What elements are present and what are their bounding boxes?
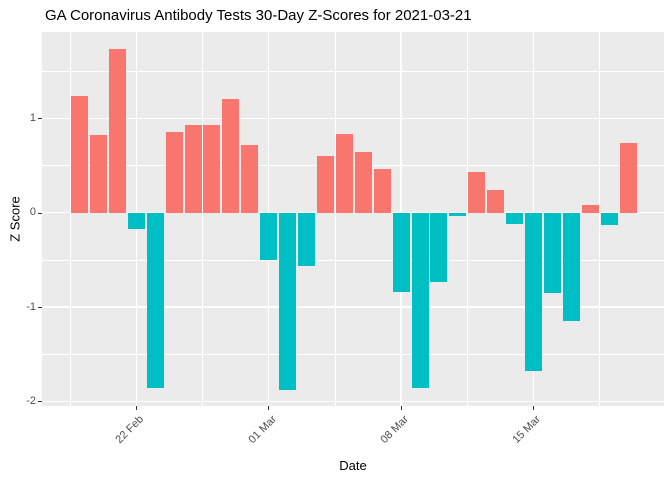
- bar-2021-03-19: [600, 212, 618, 225]
- bar-2021-02-27: [222, 98, 240, 213]
- bar-2021-02-22: [127, 212, 145, 229]
- x-tick-mark: [135, 406, 137, 410]
- x-tick-label: 15 Mar: [510, 413, 544, 446]
- bar-2021-03-01: [260, 212, 278, 260]
- bar-2021-02-21: [108, 48, 126, 213]
- plot-panel: [42, 32, 664, 406]
- bar-2021-02-20: [90, 135, 107, 213]
- bar-2021-03-18: [581, 205, 599, 213]
- chart-title: GA Coronavirus Antibody Tests 30-Day Z-S…: [45, 7, 472, 24]
- bar-2021-03-03: [298, 212, 316, 267]
- bar-2021-03-04: [316, 156, 334, 213]
- gridline-minor: [202, 32, 203, 406]
- y-tick-label: 1: [29, 111, 36, 124]
- bar-2021-03-12: [468, 172, 486, 213]
- bar-2021-03-10: [430, 212, 448, 283]
- bar-2021-02-24: [165, 131, 183, 213]
- x-tick-mark: [533, 406, 535, 410]
- y-axis-title: Z Score: [7, 196, 23, 242]
- y-tick-label: 0: [29, 206, 36, 219]
- bar-2021-02-25: [184, 125, 202, 213]
- bar-2021-03-16: [543, 212, 561, 293]
- y-tick-label: -2: [26, 394, 36, 407]
- y-tick-mark: [38, 118, 42, 120]
- bar-2021-03-02: [279, 212, 297, 390]
- bar-2021-03-15: [525, 212, 543, 372]
- gridline-minor: [466, 32, 468, 406]
- gridline-major: [42, 400, 664, 402]
- bar-2021-02-23: [146, 212, 164, 389]
- x-tick-mark: [400, 406, 402, 410]
- bar-2021-03-07: [373, 169, 391, 213]
- gridline-minor: [334, 32, 336, 406]
- x-tick-mark: [268, 406, 270, 410]
- bar-2021-03-17: [562, 212, 580, 322]
- y-tick-mark: [38, 307, 42, 308]
- bar-2021-03-09: [411, 212, 429, 389]
- bar-2021-03-08: [392, 212, 410, 292]
- y-tick-label: -1: [26, 300, 36, 313]
- x-tick-label: 22 Feb: [113, 413, 147, 446]
- x-axis-title: Date: [339, 458, 367, 473]
- gridline-major: [42, 117, 664, 120]
- bar-2021-03-11: [449, 212, 467, 216]
- gridline-minor: [599, 32, 601, 406]
- gridline-minor: [42, 353, 664, 355]
- bar-2021-03-14: [506, 212, 524, 224]
- x-tick-label: 01 Mar: [245, 413, 279, 446]
- bar-2021-02-26: [203, 125, 221, 213]
- gridline-major: [42, 212, 664, 214]
- bar-2021-03-06: [354, 152, 372, 213]
- y-tick-mark: [38, 212, 42, 214]
- x-tick-label: 08 Mar: [378, 413, 411, 446]
- gridline-minor: [42, 165, 664, 166]
- gridline-major: [42, 306, 664, 308]
- bar-2021-03-05: [335, 134, 353, 213]
- gridline-minor: [69, 32, 71, 406]
- gridline-minor: [42, 70, 664, 72]
- bar-2021-03-13: [487, 190, 505, 213]
- bar-2021-03-20: [619, 142, 637, 213]
- bar-2021-02-19: [71, 95, 89, 213]
- gridline-minor: [42, 259, 664, 261]
- y-tick-mark: [38, 401, 42, 403]
- bar-2021-02-28: [241, 144, 259, 213]
